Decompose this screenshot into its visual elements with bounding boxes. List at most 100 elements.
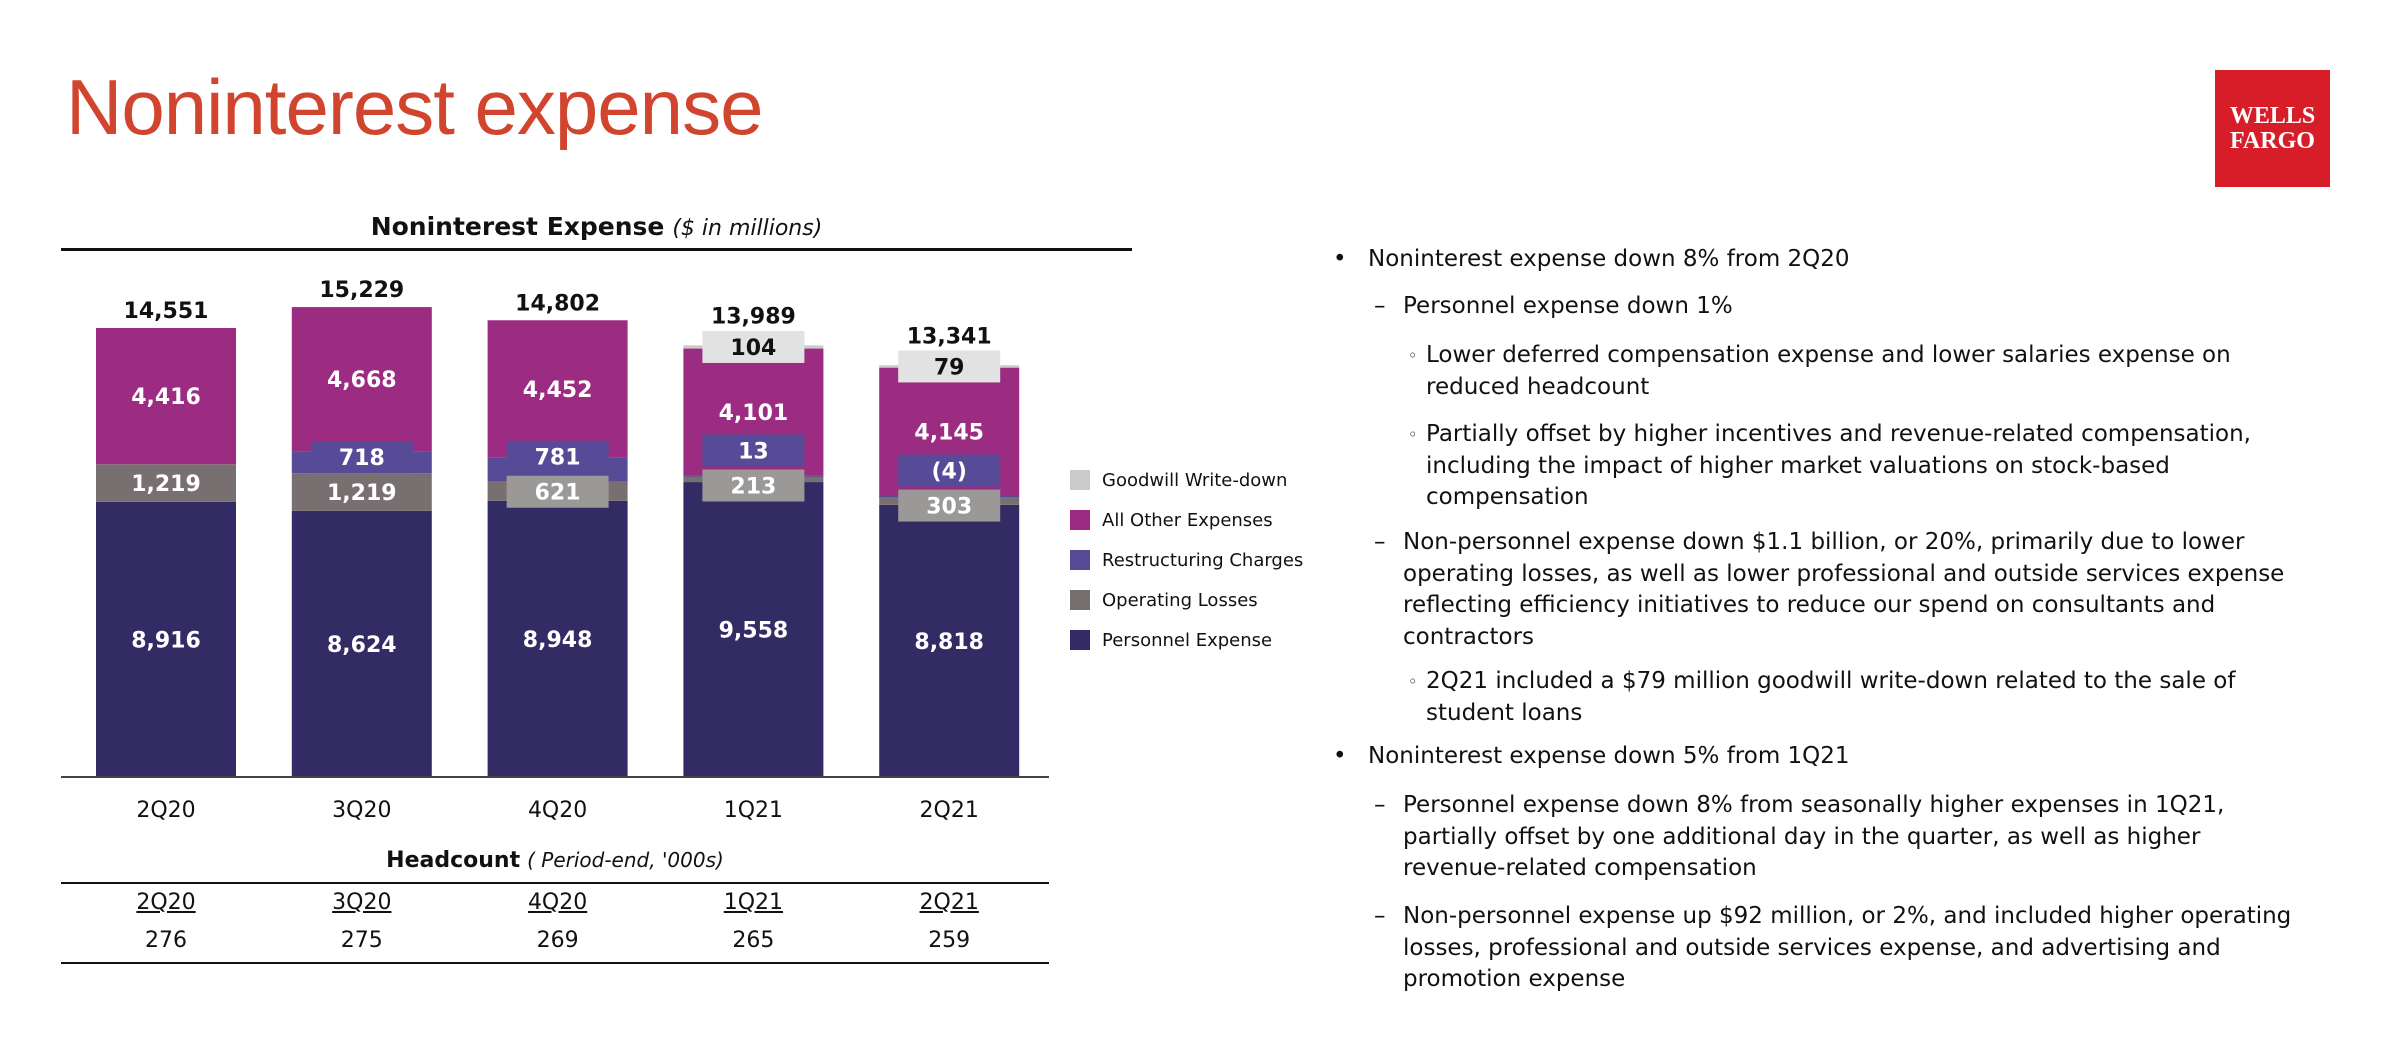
bar-total-label: 13,341 — [907, 324, 992, 349]
bar-segment — [487, 500, 628, 777]
bullet-marker-icon: ◦ — [1408, 425, 1418, 444]
bullet-item-level-2: – Personnel expense down 1% — [1374, 291, 2293, 323]
bar-segment — [291, 307, 432, 452]
legend-item: Restructuring Charges — [1070, 540, 1303, 580]
legend-label: All Other Expenses — [1102, 509, 1273, 531]
segment-label: 4,452 — [523, 378, 593, 403]
bullet-marker-icon: – — [1374, 792, 1386, 818]
bullet-text: Lower deferred compensation expense and … — [1426, 342, 2231, 400]
bar-segment — [96, 501, 236, 777]
bullet-item-level-1: • Noninterest expense down 8% from 2Q20 — [1333, 244, 2288, 276]
logo-line-1: WELLS — [2229, 102, 2316, 129]
legend-item: Operating Losses — [1070, 580, 1303, 620]
segment-label: 4,145 — [914, 421, 984, 446]
bullet-text: Personnel expense down 8% from seasonall… — [1403, 792, 2225, 881]
bar-total-label: 15,229 — [319, 278, 404, 303]
segment-label: 213 — [730, 474, 776, 499]
bullet-marker-icon: – — [1374, 293, 1386, 319]
wells-fargo-logo: WELLS FARGO — [2215, 70, 2330, 187]
headcount-quarter: 2Q20 — [136, 890, 196, 915]
chart-title-text: Noninterest Expense — [370, 212, 665, 241]
logo-line-2: FARGO — [2230, 127, 2315, 154]
headcount-top-rule — [61, 882, 1049, 884]
bullet-marker-icon: ◦ — [1408, 672, 1418, 691]
chart-subtitle: ($ in millions) — [672, 216, 823, 241]
bullet-marker-icon: • — [1333, 246, 1347, 272]
segment-label: 9,558 — [719, 619, 789, 644]
segment-label: 79 — [934, 355, 965, 380]
x-tick-label: 3Q20 — [332, 798, 391, 823]
bullet-text: Non-personnel expense down $1.1 billion,… — [1403, 529, 2285, 650]
bullet-item-level-2: – Non-personnel expense up $92 million, o… — [1374, 901, 2293, 996]
segment-label-box — [898, 489, 1001, 522]
bar-segment — [96, 328, 236, 465]
page-title: Noninterest expense — [66, 63, 763, 151]
legend-label: Personnel Expense — [1102, 629, 1273, 651]
bullet-item-level-1: • Noninterest expense down 5% from 1Q21 — [1333, 741, 2288, 773]
bullet-text: Personnel expense down 1% — [1403, 293, 1733, 319]
bar-segment — [291, 473, 432, 511]
headcount-quarter: 3Q20 — [332, 890, 392, 915]
headcount-value: 259 — [928, 928, 971, 953]
segment-label-box — [506, 440, 609, 473]
bar-segment — [879, 504, 1020, 777]
bullet-item-level-3: ◦ Lower deferred compensation expense and… — [1408, 340, 2286, 403]
bullet-marker-icon: ◦ — [1408, 346, 1418, 365]
headcount-title-text: Headcount — [386, 848, 521, 873]
segment-label-box — [898, 454, 1001, 487]
segment-label: 4,668 — [327, 368, 397, 393]
legend-label: Restructuring Charges — [1102, 549, 1304, 571]
stacked-bar-chart: 8,916 1,219 4,416 14,551 2Q20 8,624 1,219 718 4,… — [61, 278, 1049, 823]
chart-title: Noninterest Expense ($ in millions) — [61, 212, 1132, 241]
x-tick-label: 2Q21 — [920, 798, 979, 823]
headcount-bottom-rule — [61, 962, 1049, 964]
x-axis-baseline — [61, 776, 1049, 778]
legend-swatch — [1070, 510, 1090, 530]
chart-top-rule — [61, 248, 1132, 251]
bullet-text: Non-personnel expense up $92 million, or… — [1403, 903, 2292, 992]
bullet-marker-icon: – — [1374, 529, 1386, 555]
bar-total-label: 14,802 — [515, 291, 600, 316]
bullet-item-level-3: ◦ 2Q21 included a $79 million goodwill wr… — [1408, 666, 2286, 729]
segment-label: 8,624 — [327, 633, 397, 658]
segment-label: 621 — [535, 481, 581, 506]
segment-label-box — [506, 475, 609, 508]
segment-label: 8,916 — [131, 628, 201, 653]
segment-label-box — [898, 350, 1001, 383]
legend-item: All Other Expenses — [1070, 500, 1303, 540]
bullet-item-level-2: – Personnel expense down 8% from seasonal… — [1374, 790, 2293, 885]
segment-label: 8,818 — [914, 630, 984, 655]
segment-label: 303 — [926, 495, 972, 520]
headcount-value: 265 — [732, 928, 775, 953]
headcount-quarter: 1Q21 — [723, 890, 784, 915]
bar-segment — [487, 320, 628, 458]
segment-label: 1,219 — [131, 472, 201, 497]
segment-label-box — [702, 469, 805, 502]
legend-swatch — [1070, 550, 1090, 570]
x-tick-label: 4Q20 — [528, 798, 587, 823]
segment-label: 4,416 — [131, 385, 201, 410]
bullet-text: Noninterest expense down 8% from 2Q20 — [1368, 246, 1850, 272]
legend-swatch — [1070, 470, 1090, 490]
legend-label: Operating Losses — [1102, 589, 1258, 611]
segment-label-box — [702, 330, 805, 363]
bar-segment — [96, 464, 236, 502]
segment-label-box — [702, 434, 805, 467]
headcount-value: 275 — [340, 928, 383, 953]
segment-label: 781 — [535, 446, 581, 471]
bullet-marker-icon: • — [1333, 743, 1347, 769]
segment-label: 13 — [738, 439, 769, 464]
headcount-title: Headcount ( Period-end, '000s) — [61, 848, 1049, 873]
headcount-quarter: 2Q21 — [919, 890, 979, 915]
bullet-text: Noninterest expense down 5% from 1Q21 — [1368, 743, 1850, 769]
segment-label: (4) — [931, 460, 966, 485]
bullet-text: 2Q21 included a $79 million goodwill wri… — [1426, 668, 2236, 726]
bar-total-label: 13,989 — [711, 304, 796, 329]
x-tick-label: 2Q20 — [136, 798, 195, 823]
bar-total-label: 14,551 — [124, 299, 209, 324]
bar-segment — [291, 510, 432, 777]
x-tick-label: 1Q21 — [724, 798, 783, 823]
segment-label: 1,219 — [327, 481, 397, 506]
legend-item: Personnel Expense — [1070, 620, 1303, 660]
bullet-marker-icon: – — [1374, 903, 1386, 929]
